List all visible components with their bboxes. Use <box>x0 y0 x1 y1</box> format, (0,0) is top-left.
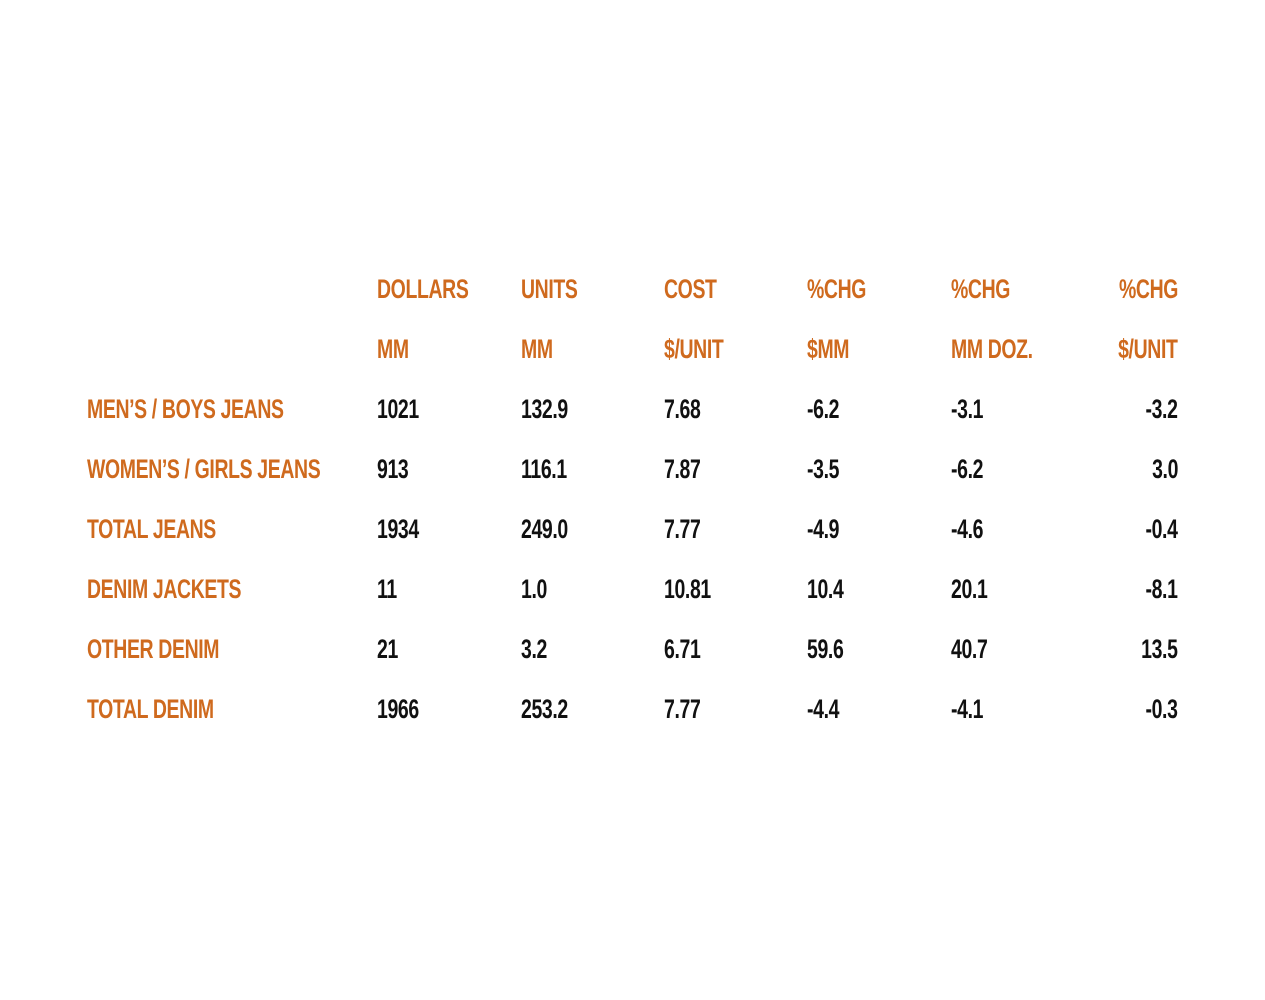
table-cell: 3.0 <box>1152 454 1178 484</box>
table-cell: -0.3 <box>1145 694 1178 724</box>
column-header: MM <box>377 334 409 364</box>
table-cell: -8.1 <box>1145 574 1178 604</box>
table-cell: -0.4 <box>1145 514 1178 544</box>
table-cell: 913 <box>377 454 409 484</box>
table-cell: 10.81 <box>664 574 711 604</box>
row-label: OTHER DENIM <box>87 634 220 664</box>
table-cell: 11 <box>377 574 397 604</box>
table-cell: 116.1 <box>521 454 567 484</box>
table-cell: 1.0 <box>521 574 547 604</box>
table-cell: -6.2 <box>951 454 984 484</box>
column-header: $MM <box>807 334 850 364</box>
column-header: %CHG <box>1118 274 1178 304</box>
row-label: TOTAL DENIM <box>87 694 214 724</box>
table-cell: 21 <box>377 634 398 664</box>
table-cell: 132.9 <box>521 394 568 424</box>
table-cell: -3.5 <box>807 454 840 484</box>
table-cell: 1934 <box>377 514 419 544</box>
table-cell: 6.71 <box>664 634 701 664</box>
table-cell: -4.6 <box>951 514 984 544</box>
table-cell: -4.4 <box>807 694 840 724</box>
table-cell: -6.2 <box>807 394 840 424</box>
column-header: $/UNIT <box>1118 334 1179 364</box>
table-cell: -3.2 <box>1145 394 1178 424</box>
column-header: UNITS <box>521 274 578 304</box>
table-cell: -3.1 <box>951 394 984 424</box>
column-header: $/UNIT <box>664 334 724 364</box>
table-cell: 13.5 <box>1141 634 1179 664</box>
row-label: WOMEN’S / GIRLS JEANS <box>87 454 321 484</box>
table-cell: -4.1 <box>951 694 984 724</box>
column-header: DOLLARS <box>377 274 469 304</box>
table-cell: 7.87 <box>664 454 701 484</box>
column-header: COST <box>664 274 717 304</box>
row-label: MEN’S / BOYS JEANS <box>87 394 284 424</box>
table-cell: 1021 <box>377 394 419 424</box>
row-label: DENIM JACKETS <box>87 574 242 604</box>
table-cell: -4.9 <box>807 514 840 544</box>
row-label: TOTAL JEANS <box>87 514 216 544</box>
table-cell: 253.2 <box>521 694 568 724</box>
column-header: MM DOZ. <box>951 334 1033 364</box>
column-header: %CHG <box>807 274 867 304</box>
column-header: %CHG <box>951 274 1011 304</box>
table-cell: 40.7 <box>951 634 988 664</box>
table-cell: 59.6 <box>807 634 844 664</box>
column-header: MM <box>521 334 553 364</box>
table-cell: 249.0 <box>521 514 568 544</box>
table-cell: 3.2 <box>521 634 547 664</box>
table-cell: 10.4 <box>807 574 844 604</box>
table-cell: 20.1 <box>951 574 988 604</box>
table-cell: 7.68 <box>664 394 701 424</box>
table-cell: 7.77 <box>664 694 701 724</box>
table-cell: 1966 <box>377 694 419 724</box>
table-cell: 7.77 <box>664 514 701 544</box>
